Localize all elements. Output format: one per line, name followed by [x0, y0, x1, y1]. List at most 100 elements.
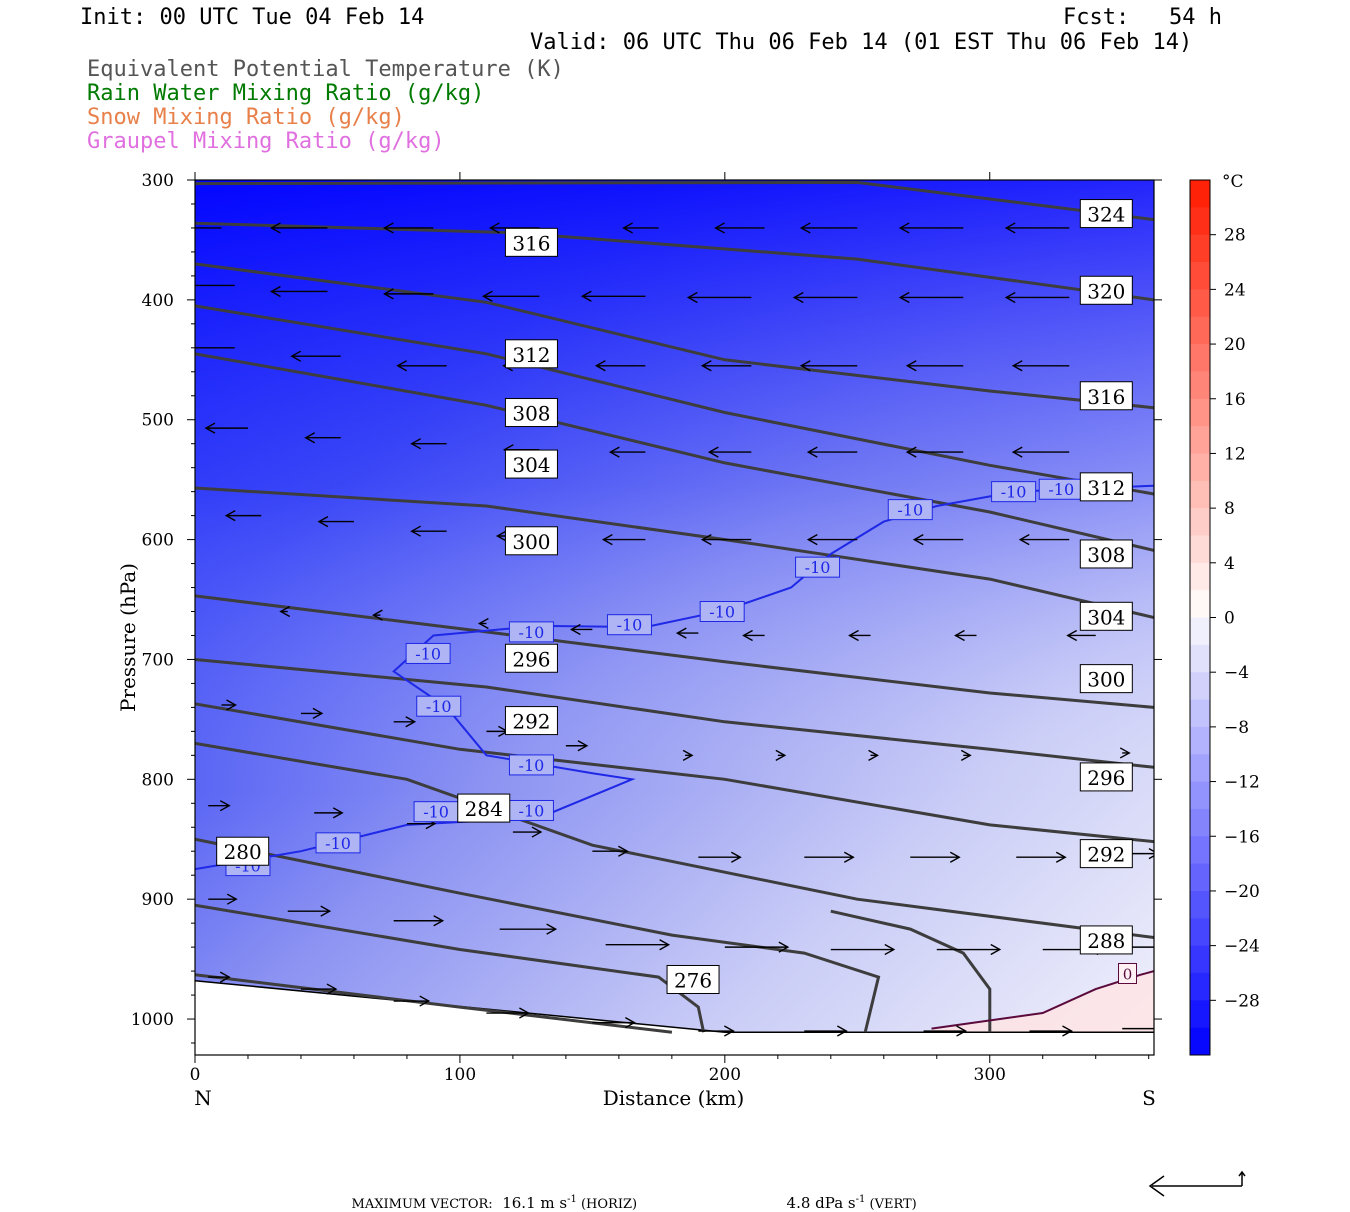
field-label-rain: Rain Water Mixing Ratio (g/kg): [87, 81, 485, 106]
svg-text:316: 316: [512, 231, 550, 255]
max-vertical-vector: 4.8 dPa s: [786, 1194, 856, 1212]
wind-arrow: [195, 347, 235, 349]
wind-arrow: [1011, 446, 1070, 458]
wind-arrow: [608, 446, 646, 458]
y-tick-label: 300: [142, 171, 174, 191]
colorbar-tick-label: −8: [1224, 718, 1249, 738]
colorbar-swatch: [1190, 562, 1210, 591]
wind-arrow: [905, 446, 964, 458]
wind-arrow: [270, 285, 328, 298]
colorbar-tick-label: −4: [1224, 663, 1249, 683]
colorbar-tick-label: −20: [1224, 882, 1260, 902]
x-tick-label: 0: [190, 1065, 201, 1085]
wind-arrow: [1066, 629, 1096, 642]
wind-arrow: [410, 438, 447, 450]
wind-arrow: [208, 800, 231, 812]
wind-arrow: [477, 617, 489, 630]
colorbar-tick-label: 24: [1224, 280, 1246, 300]
wind-arrow: [300, 983, 338, 995]
wind-arrow: [382, 222, 434, 234]
wind-arrow: [954, 629, 977, 642]
theta-e-label-296: 296: [504, 643, 558, 673]
x-tick-label: 100: [444, 1065, 476, 1085]
wind-arrow: [804, 1025, 848, 1037]
theta-e-contour-288: [195, 741, 1154, 939]
y-tick-label: 600: [142, 531, 174, 551]
field-label-snow: Snow Mixing Ratio (g/kg): [87, 105, 405, 130]
wind-arrow: [742, 629, 765, 642]
isotherm-minus10-label: -10: [416, 695, 462, 717]
x-tick-label: 200: [709, 1065, 741, 1085]
wind-arrow: [898, 222, 964, 234]
theta-e-label-292: 292: [1079, 839, 1133, 869]
colorbar-swatch: [1190, 480, 1210, 509]
colorbar-swatch: [1190, 1000, 1210, 1029]
svg-text:300: 300: [512, 530, 550, 554]
wind-arrow: [910, 851, 961, 863]
isotherm-minus10-label: -10: [508, 754, 554, 776]
svg-text:-10: -10: [415, 644, 441, 663]
colorbar-swatch: [1190, 945, 1210, 974]
wind-arrow: [594, 360, 646, 372]
wind-arrow: [1011, 360, 1070, 372]
wind-arrow: [707, 446, 752, 458]
theta-e-label-296: 296: [1079, 762, 1133, 792]
wind-arrow: [279, 605, 291, 618]
wind-arrow: [714, 222, 765, 234]
forecast-hour: Fcst: 54 h: [1063, 5, 1222, 30]
theta-e-label-320: 320: [1079, 275, 1133, 305]
svg-text:0: 0: [1123, 965, 1133, 983]
theta-e-label-292: 292: [504, 706, 558, 736]
svg-text:276: 276: [674, 968, 712, 992]
wind-arrow: [486, 1007, 530, 1019]
svg-text:284: 284: [465, 797, 503, 821]
wind-arrow: [382, 288, 434, 300]
colorbar-swatch: [1190, 754, 1210, 783]
colorbar-tick-label: 8: [1224, 499, 1235, 519]
init-time: Init: 00 UTC Tue 04 Feb 14: [80, 5, 425, 30]
isotherm-zero-line: [931, 970, 1154, 1030]
theta-e-contour-296: [195, 658, 1154, 769]
isotherm-minus10-label: -10: [887, 499, 933, 521]
colorbar-tick-label: 28: [1224, 226, 1246, 246]
wind-arrow: [622, 222, 659, 234]
colorbar-tick-label: 12: [1224, 444, 1246, 464]
colorbar-tick-label: −16: [1224, 827, 1260, 847]
wind-arrow: [960, 749, 972, 761]
max-vector-caption: MAXIMUM VECTOR: 16.1 m s-1 (HORIZ): [342, 1176, 638, 1212]
isotherm-minus10-label: -10: [405, 642, 451, 664]
colorbar-swatch: [1190, 262, 1210, 290]
colorbar-swatch: [1190, 617, 1210, 646]
wind-arrow: [724, 941, 790, 953]
wind-arrow: [806, 533, 858, 546]
isotherm-minus10-label: -10: [508, 621, 554, 643]
theta-e-label-316: 316: [1079, 381, 1133, 411]
colorbar-swatch: [1190, 426, 1210, 454]
svg-text:-10: -10: [426, 697, 452, 716]
wind-arrow: [686, 291, 752, 304]
svg-text:304: 304: [512, 453, 550, 477]
wind-arrow: [270, 222, 328, 234]
wind-arrow: [1119, 747, 1131, 759]
svg-text:320: 320: [1087, 279, 1125, 303]
colorbar-swatch: [1190, 699, 1210, 728]
theta-e-label-316: 316: [504, 227, 558, 257]
svg-text:-10: -10: [897, 501, 923, 520]
colorbar-tick-label: 20: [1224, 335, 1246, 355]
colorbar-swatch: [1190, 644, 1210, 673]
isotherm-minus10-label: -10: [699, 601, 745, 623]
isotherm-minus10-label: -10: [413, 801, 459, 823]
svg-text:-10: -10: [325, 834, 351, 853]
wind-arrow: [208, 971, 231, 983]
colorbar-swatch: [1190, 371, 1210, 400]
colorbar-swatch: [1190, 316, 1210, 345]
valid-time: Valid: 06 UTC Thu 06 Feb 14 (01 EST Thu …: [530, 30, 1193, 55]
wind-arrow: [1016, 851, 1067, 863]
wind-arrow: [675, 627, 699, 639]
wind-arrow: [393, 716, 417, 728]
wind-arrow: [1122, 1027, 1154, 1030]
max-horizontal-vector: 16.1 m s: [502, 1194, 568, 1212]
wind-arrow: [317, 515, 354, 528]
wind-arrow: [499, 923, 558, 935]
